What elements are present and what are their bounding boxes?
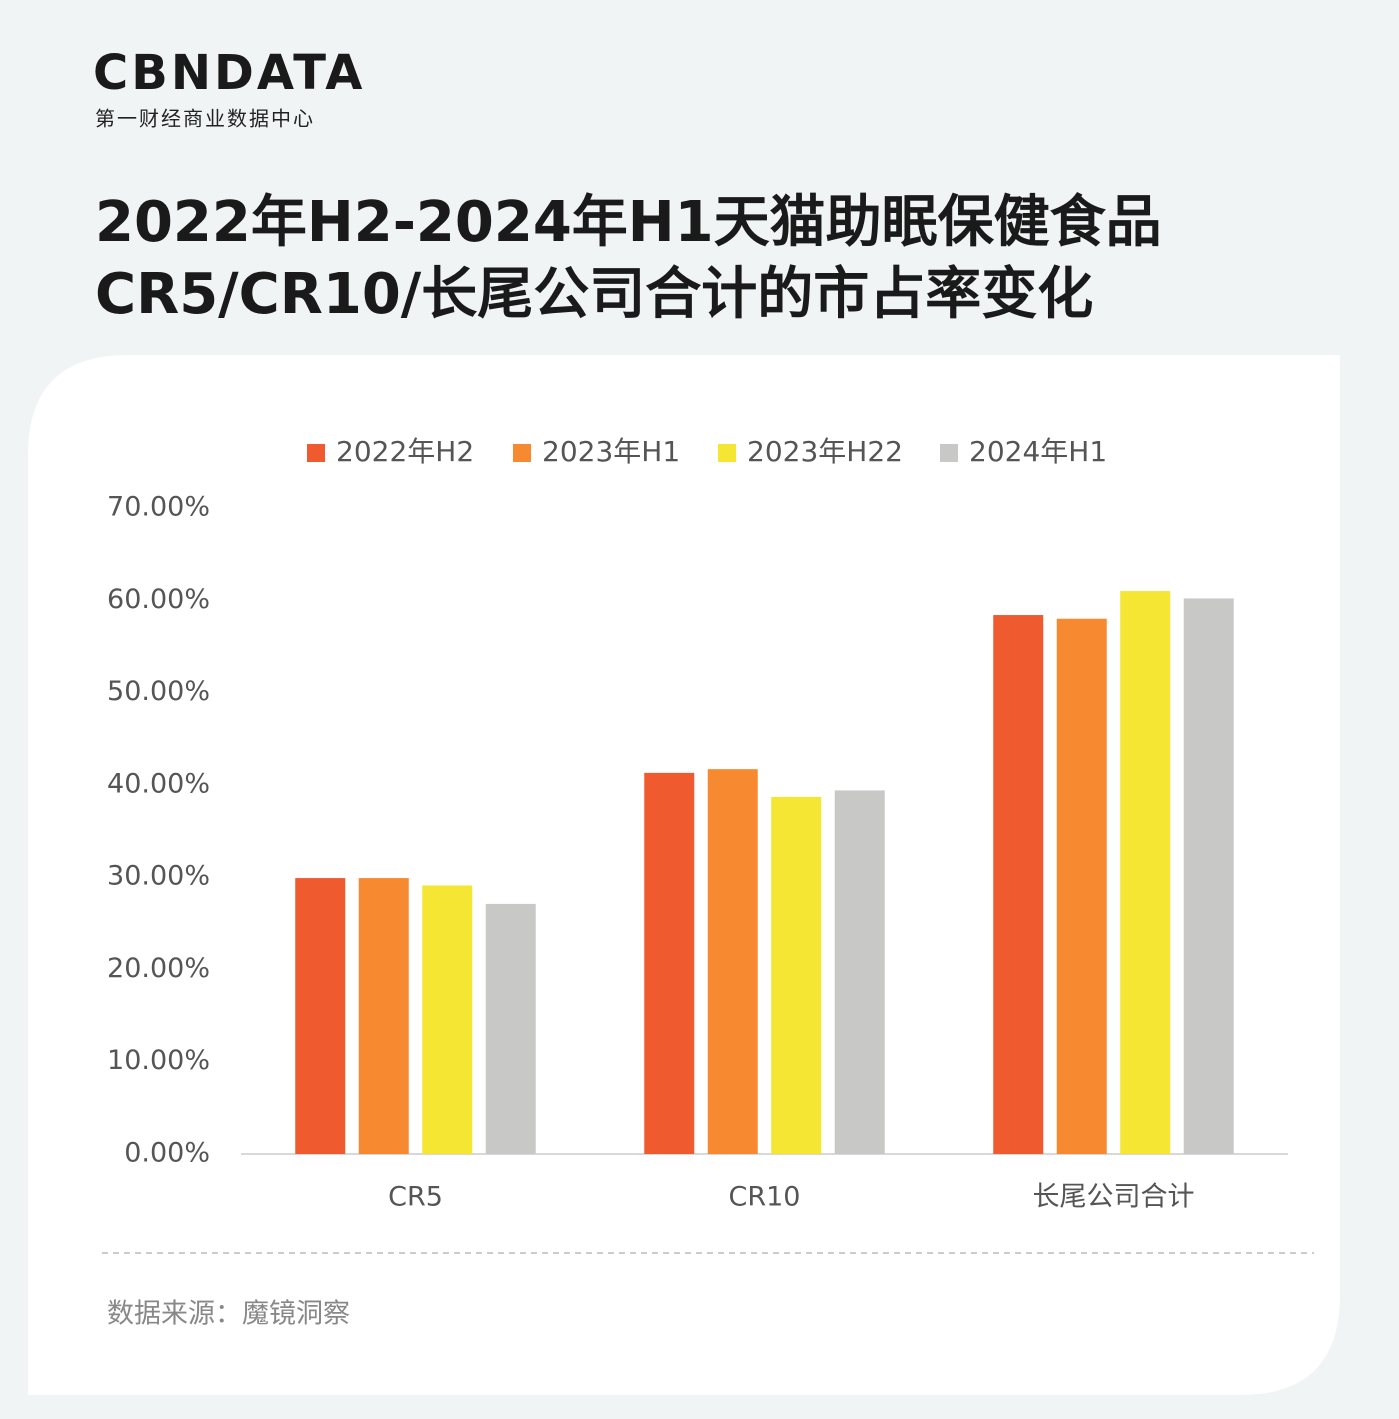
y-tick-label: 0.00% — [124, 1138, 210, 1169]
y-tick-label: 20.00% — [107, 953, 210, 984]
y-tick-label: 40.00% — [107, 768, 210, 799]
chart-title: 2022年H2-2024年H1天猫助眠保健食品 — [95, 190, 1162, 255]
bar — [834, 790, 885, 1154]
y-tick-label: 10.00% — [107, 1045, 210, 1076]
y-tick-label: 50.00% — [107, 676, 210, 707]
bar — [993, 615, 1044, 1154]
legend-swatch — [718, 444, 736, 462]
x-tick-label: CR10 — [729, 1182, 801, 1213]
legend-swatch — [307, 444, 325, 462]
bar — [771, 796, 822, 1154]
bar — [358, 878, 409, 1154]
bar — [295, 878, 346, 1154]
y-tick-label: 30.00% — [107, 861, 210, 892]
x-tick-label: 长尾公司合计 — [1033, 1182, 1195, 1213]
x-tick-label: CR5 — [388, 1182, 443, 1213]
bar — [1120, 591, 1171, 1154]
bar — [1183, 598, 1234, 1154]
legend-swatch — [940, 444, 958, 462]
bar — [485, 903, 536, 1154]
source: 数据来源：魔镜洞察 — [107, 1299, 350, 1330]
legend-label: 2023年H22 — [747, 435, 903, 468]
y-tick-label: 70.00% — [107, 492, 210, 523]
logo-subtitle: 第一财经商业数据中心 — [95, 107, 315, 131]
legend-label: 2023年H1 — [542, 435, 680, 468]
bar — [422, 885, 473, 1154]
bar — [707, 769, 758, 1154]
logo: CBNDATA — [93, 45, 365, 101]
chart-title: CR5/CR10/长尾公司合计的市占率变化 — [95, 262, 1093, 327]
y-tick-label: 60.00% — [107, 584, 210, 615]
bar — [1056, 618, 1107, 1154]
legend-label: 2024年H1 — [969, 435, 1107, 468]
legend-swatch — [513, 444, 531, 462]
legend-label: 2022年H2 — [336, 435, 474, 468]
bar — [644, 772, 695, 1154]
